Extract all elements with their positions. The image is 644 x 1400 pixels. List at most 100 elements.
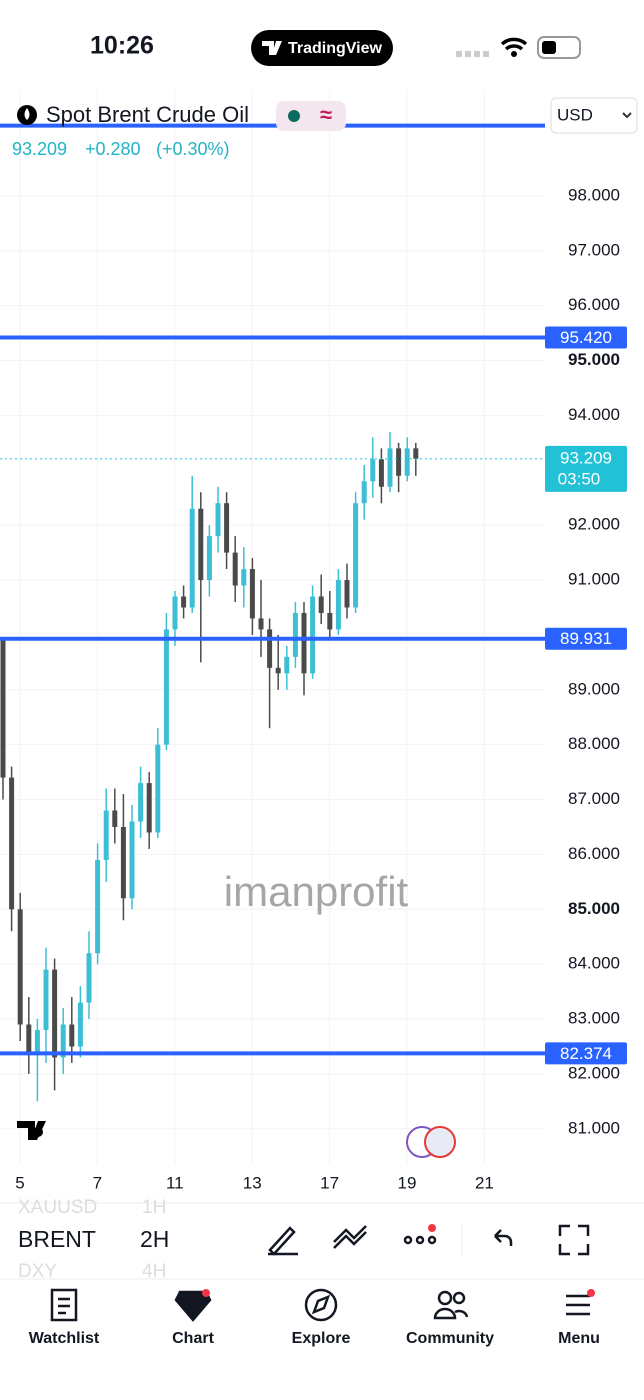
y-tick-label: 96.000 <box>568 295 620 314</box>
candle-body <box>86 953 92 1003</box>
interval-prev[interactable]: 1H <box>142 1197 166 1218</box>
candle-body <box>318 596 324 613</box>
more-dot <box>415 1235 425 1245</box>
x-tick-label: 17 <box>320 1173 339 1192</box>
y-tick-label: 94.000 <box>568 405 620 424</box>
community-icon[interactable] <box>437 1290 453 1306</box>
y-tick-label: 98.000 <box>568 185 620 204</box>
candle-body <box>258 618 264 630</box>
candle-body <box>335 580 341 630</box>
candle-body <box>310 596 316 674</box>
nav-explore[interactable]: Explore <box>292 1330 351 1347</box>
candle-body <box>344 580 350 608</box>
interval-current[interactable]: 2H <box>140 1226 169 1252</box>
flag-icon[interactable] <box>424 1126 456 1158</box>
nav-community[interactable]: Community <box>406 1330 494 1347</box>
candle-body <box>69 1024 75 1047</box>
x-tick-label: 7 <box>93 1173 102 1192</box>
drop-icon <box>24 108 30 120</box>
x-tick-label: 11 <box>166 1173 184 1192</box>
countdown: 03:50 <box>558 469 601 488</box>
chart-icon[interactable] <box>174 1290 212 1322</box>
level-label: 82.374 <box>560 1044 612 1063</box>
candle-body <box>413 448 419 459</box>
nav-menu[interactable]: Menu <box>558 1330 600 1347</box>
tv-logo-dot <box>33 1127 43 1137</box>
y-tick-label: 88.000 <box>568 734 620 753</box>
menu-icon[interactable] <box>566 1294 590 1316</box>
market-dot <box>288 110 300 122</box>
y-tick-label: 85.000 <box>568 899 620 918</box>
app-name: TradingView <box>288 40 383 57</box>
status-pill[interactable] <box>276 101 346 131</box>
candle-body <box>275 667 281 674</box>
candle-body <box>249 569 255 619</box>
candle-body <box>224 503 230 553</box>
level-label: 89.931 <box>560 629 612 648</box>
candle-body <box>129 821 135 899</box>
candle-body <box>34 1030 40 1052</box>
candle-body <box>181 596 187 608</box>
wifi-icon <box>500 37 528 51</box>
delay-icon: ≈ <box>320 102 332 127</box>
watchlist-icon[interactable] <box>50 1288 78 1322</box>
candle-body <box>404 448 410 476</box>
candle-body <box>52 969 58 1058</box>
candle-body <box>267 629 273 668</box>
candle-body <box>26 1024 32 1052</box>
candle-body <box>361 481 367 504</box>
candle-body <box>9 777 15 910</box>
symbol-next[interactable]: DXY <box>18 1261 57 1282</box>
wifi-dot <box>511 51 517 57</box>
candle-body <box>370 459 376 482</box>
community-icon <box>452 1291 466 1305</box>
explore-icon[interactable] <box>304 1288 338 1322</box>
battery <box>537 36 581 59</box>
nav-chart[interactable]: Chart <box>172 1330 214 1347</box>
app-pill <box>251 30 393 66</box>
symbol-current[interactable]: BRENT <box>18 1226 96 1252</box>
y-tick-label: 84.000 <box>568 954 620 973</box>
candle-body <box>0 640 6 778</box>
candle-body <box>301 612 307 674</box>
more-dot[interactable] <box>403 1235 413 1245</box>
candle-body <box>138 783 144 822</box>
fullscreen[interactable] <box>558 1224 590 1256</box>
candle-body <box>241 569 247 586</box>
y-tick-label: 92.000 <box>568 515 620 534</box>
candle-body <box>198 508 204 581</box>
quote-price: 93.209 <box>12 139 67 159</box>
symbol-prev[interactable]: XAUUSD <box>18 1197 97 1218</box>
candle-body <box>215 503 221 537</box>
draw-tool[interactable] <box>268 1226 298 1256</box>
interval-next[interactable]: 4H <box>142 1261 166 1282</box>
chevron <box>622 112 632 119</box>
candle-body <box>378 459 384 487</box>
candle-body <box>387 448 393 487</box>
y-tick-label: 83.000 <box>568 1009 620 1028</box>
x-tick-label: 13 <box>243 1173 262 1192</box>
indicator-tool[interactable] <box>333 1225 367 1249</box>
candle-body <box>112 810 118 827</box>
explore-needle <box>311 1294 331 1315</box>
status-time: 10:26 <box>90 32 154 60</box>
badge <box>202 1289 210 1297</box>
y-tick-label: 87.000 <box>568 789 620 808</box>
tv-icon <box>262 41 282 55</box>
level-label-box <box>545 1042 627 1065</box>
nav-watchlist[interactable]: Watchlist <box>29 1330 100 1347</box>
candle-body <box>43 969 49 1031</box>
y-tick-label: 97.000 <box>568 240 620 259</box>
badge <box>428 1224 436 1232</box>
quote-change: +0.280 <box>85 139 141 159</box>
currency: USD <box>557 105 593 124</box>
candle-body <box>232 552 238 586</box>
candle-body <box>103 810 109 860</box>
currency-select[interactable] <box>550 97 638 134</box>
last-price-box <box>545 445 627 492</box>
quote-change-pct: (+0.30%) <box>156 139 230 159</box>
undo[interactable] <box>494 1229 513 1246</box>
battery-level <box>542 41 556 54</box>
candle-body <box>155 744 161 833</box>
symbol-name[interactable]: Spot Brent Crude Oil <box>46 102 249 127</box>
